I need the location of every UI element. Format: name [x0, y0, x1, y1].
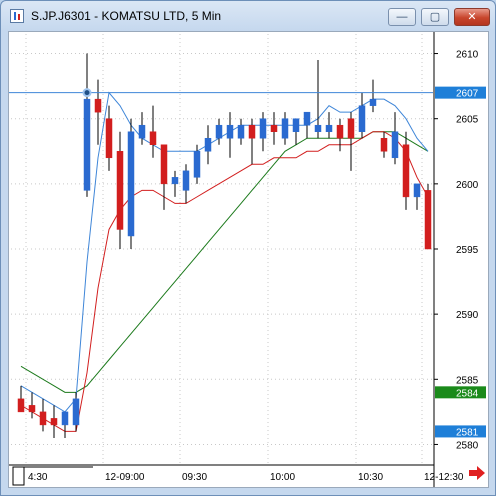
candle-body: [314, 124, 322, 132]
price-tag-label: 2607: [456, 89, 479, 100]
x-tick-label: 09:30: [182, 472, 207, 483]
candle-body: [424, 190, 432, 250]
price-tag-label: 2581: [456, 427, 479, 438]
y-tick-label: 2600: [456, 180, 479, 191]
candle-body: [116, 151, 124, 230]
chart-app-icon: [10, 9, 24, 23]
x-tick-label: 12-09:00: [105, 472, 145, 483]
y-tick-label: 2580: [456, 440, 479, 451]
price-chart[interactable]: 2580 2585 2590 2595 2600 2605 2610 4:30 12-09:00…: [9, 32, 488, 487]
candle-body: [336, 124, 344, 139]
minimize-button[interactable]: —: [388, 8, 416, 26]
moving-average-green: [20, 131, 429, 393]
candle-body: [347, 118, 355, 139]
candle-body: [292, 118, 300, 132]
candle-body: [94, 98, 102, 113]
candle-body: [358, 105, 366, 132]
x-tick-label: 10:30: [358, 472, 383, 483]
candle-body: [72, 398, 80, 426]
x-tick-label: 4:30: [28, 472, 48, 483]
price-tag-label: 2584: [456, 388, 479, 399]
candle-body: [215, 124, 223, 139]
candle-body: [413, 183, 421, 198]
candle-body: [259, 118, 267, 139]
scroll-right-arrow-icon: [469, 466, 485, 480]
candle-body: [270, 124, 278, 132]
price-tag: [435, 425, 486, 438]
candle-body: [325, 124, 333, 132]
price-tag: [435, 86, 486, 99]
y-tick-label: 2585: [456, 375, 479, 386]
x-tick-label: 10:00: [270, 472, 295, 483]
chart-client-area: 2580 2585 2590 2595 2600 2605 2610 4:30 12-09:00…: [8, 31, 489, 488]
y-tick-label: 2605: [456, 115, 479, 126]
candle-body: [61, 411, 69, 426]
candle-body: [281, 118, 289, 139]
y-tick-label: 2590: [456, 310, 479, 321]
candle-body: [138, 124, 146, 139]
scroll-thumb: [12, 466, 25, 486]
candle-body: [391, 131, 399, 159]
candle-body: [369, 98, 377, 106]
candle-body: [160, 144, 168, 185]
candle-body: [50, 418, 58, 426]
price-tag: [435, 386, 486, 399]
candle-body: [28, 405, 36, 413]
close-button[interactable]: ✕: [454, 8, 490, 26]
candle-body: [402, 144, 410, 198]
y-tick-label: 2595: [456, 245, 479, 256]
line-anchor-marker: [82, 88, 92, 98]
maximize-button[interactable]: ▢: [421, 8, 449, 26]
candle-body: [17, 398, 25, 413]
candle-body: [182, 170, 190, 191]
candle-body: [83, 98, 91, 191]
y-tick-label: 2610: [456, 50, 479, 61]
candle-body: [237, 124, 245, 139]
candle-body: [127, 131, 135, 237]
chart-background: [9, 32, 488, 487]
moving-average-red: [20, 131, 429, 432]
candle-body: [171, 177, 179, 185]
candle-body: [204, 137, 212, 152]
candle-body: [193, 151, 201, 178]
candle-body: [226, 124, 234, 139]
candle-body: [39, 411, 47, 426]
window-title: S.JP.J6301 - KOMATSU LTD, 5 Min: [31, 9, 222, 23]
title-bar[interactable]: S.JP.J6301 - KOMATSU LTD, 5 Min — ▢ ✕: [1, 1, 495, 31]
candle-body: [149, 131, 157, 146]
candle-body: [303, 111, 311, 126]
candle-body: [105, 118, 113, 159]
x-tick-label: 12-12:30: [424, 472, 464, 483]
candle-body: [248, 124, 256, 139]
candle-body: [380, 137, 388, 152]
